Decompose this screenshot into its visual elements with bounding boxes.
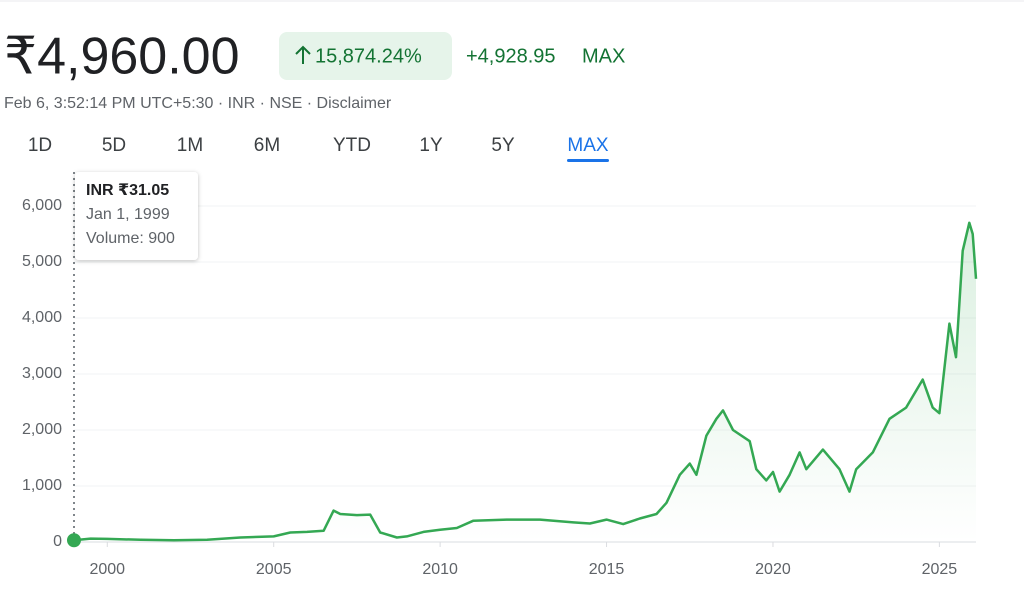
tooltip-volume: Volume: 900: [86, 230, 175, 247]
price-line: [73, 221, 978, 542]
range-tab[interactable]: 1Y: [419, 135, 443, 156]
tab-underline: [567, 159, 609, 162]
change-percent: 15,874.24%: [315, 45, 422, 67]
x-tick-label: 2005: [256, 561, 292, 578]
hover-point: [67, 533, 81, 548]
y-tick-label: 1,000: [22, 477, 62, 494]
y-tick-label: 6,000: [22, 197, 62, 214]
range-tab[interactable]: 1M: [177, 135, 203, 156]
range-tab[interactable]: 6M: [254, 135, 280, 156]
tooltip-price: INR ₹31.05: [86, 182, 169, 199]
x-tick-label: 2020: [755, 561, 791, 578]
tooltip: INR ₹31.05 Jan 1, 1999 Volume: 900: [75, 172, 198, 260]
range-tabs: 1D 5D 1M 6M YTD 1Y 5Y MAX: [28, 135, 609, 162]
range-tab[interactable]: YTD: [333, 135, 371, 156]
y-tick-label: 0: [53, 533, 62, 550]
range-tab[interactable]: MAX: [567, 135, 609, 156]
y-tick-label: 2,000: [22, 421, 62, 438]
change-pill: [279, 32, 452, 80]
x-tick-label: 2010: [422, 561, 458, 578]
x-tick-label: 2000: [89, 561, 125, 578]
meta: Feb 6, 3:52:14 PM UTC+5:30 · INR · NSE ·…: [4, 95, 392, 112]
y-tick-label: 3,000: [22, 365, 62, 382]
tooltip-box: [75, 172, 198, 260]
area-fill: [74, 222, 976, 543]
up-arrow: [295, 45, 311, 64]
x-tick-label: 2025: [922, 561, 958, 578]
tooltip-date: Jan 1, 1999: [86, 206, 170, 223]
chart: 0 1,000 2,000 3,000 4,000 5,000 6,000 2000 2005 2…: [22, 172, 978, 578]
range-tab[interactable]: 5D: [102, 135, 126, 156]
range-tab[interactable]: 1D: [28, 135, 52, 156]
period: MAX: [582, 45, 625, 67]
y-tick-label: 5,000: [22, 253, 62, 270]
range-tab[interactable]: 5Y: [491, 135, 515, 156]
price: ₹4,960.00: [4, 28, 240, 86]
x-tick-label: 2015: [589, 561, 625, 578]
y-tick-label: 4,000: [22, 309, 62, 326]
change: +4,928.95: [466, 45, 556, 67]
